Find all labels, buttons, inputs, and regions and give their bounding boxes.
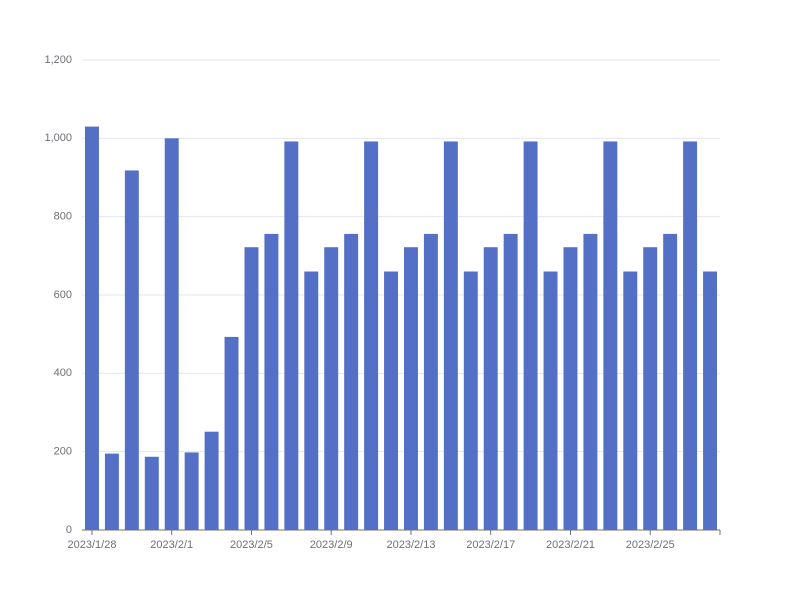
x-tick-label: 2023/1/28 xyxy=(68,539,117,551)
bar xyxy=(663,233,678,530)
x-tick-label: 2023/2/1 xyxy=(150,539,193,551)
bar xyxy=(483,247,498,530)
bar xyxy=(224,336,239,530)
y-tick-label: 600 xyxy=(54,289,72,301)
bar xyxy=(703,271,718,530)
x-tick-label: 2023/2/5 xyxy=(230,539,273,551)
y-tick-label: 1,000 xyxy=(44,132,72,144)
bar xyxy=(264,233,279,530)
bar xyxy=(384,271,399,530)
x-tick-label: 2023/2/9 xyxy=(310,539,353,551)
bar xyxy=(583,233,598,530)
y-tick-label: 400 xyxy=(54,367,72,379)
bar xyxy=(284,141,299,530)
x-tick-label: 2023/2/25 xyxy=(626,539,675,551)
bar xyxy=(423,233,438,530)
bar xyxy=(304,271,319,530)
bar xyxy=(104,453,119,530)
y-tick-label: 0 xyxy=(66,524,72,536)
x-tick-label: 2023/2/13 xyxy=(387,539,436,551)
bar xyxy=(443,141,458,530)
bar xyxy=(503,233,518,530)
bar xyxy=(324,247,339,530)
y-tick-label: 800 xyxy=(54,211,72,223)
bar xyxy=(164,138,179,531)
bar xyxy=(244,247,259,530)
bar xyxy=(204,431,219,530)
bar xyxy=(463,271,478,530)
bar xyxy=(364,141,379,530)
bar xyxy=(84,126,99,530)
y-tick-label: 1,200 xyxy=(44,54,72,66)
bar xyxy=(403,247,418,530)
bar xyxy=(344,233,359,530)
bar xyxy=(623,271,638,530)
x-tick-label: 2023/2/21 xyxy=(546,539,595,551)
bar xyxy=(523,141,538,530)
bar xyxy=(683,141,698,530)
bar xyxy=(603,141,618,530)
bar xyxy=(543,271,558,530)
bar xyxy=(144,456,159,530)
bar xyxy=(563,247,578,530)
bar xyxy=(184,452,199,530)
y-tick-label: 200 xyxy=(54,446,72,458)
x-tick-label: 2023/2/17 xyxy=(466,539,515,551)
bar xyxy=(643,247,658,530)
bar xyxy=(124,170,139,530)
